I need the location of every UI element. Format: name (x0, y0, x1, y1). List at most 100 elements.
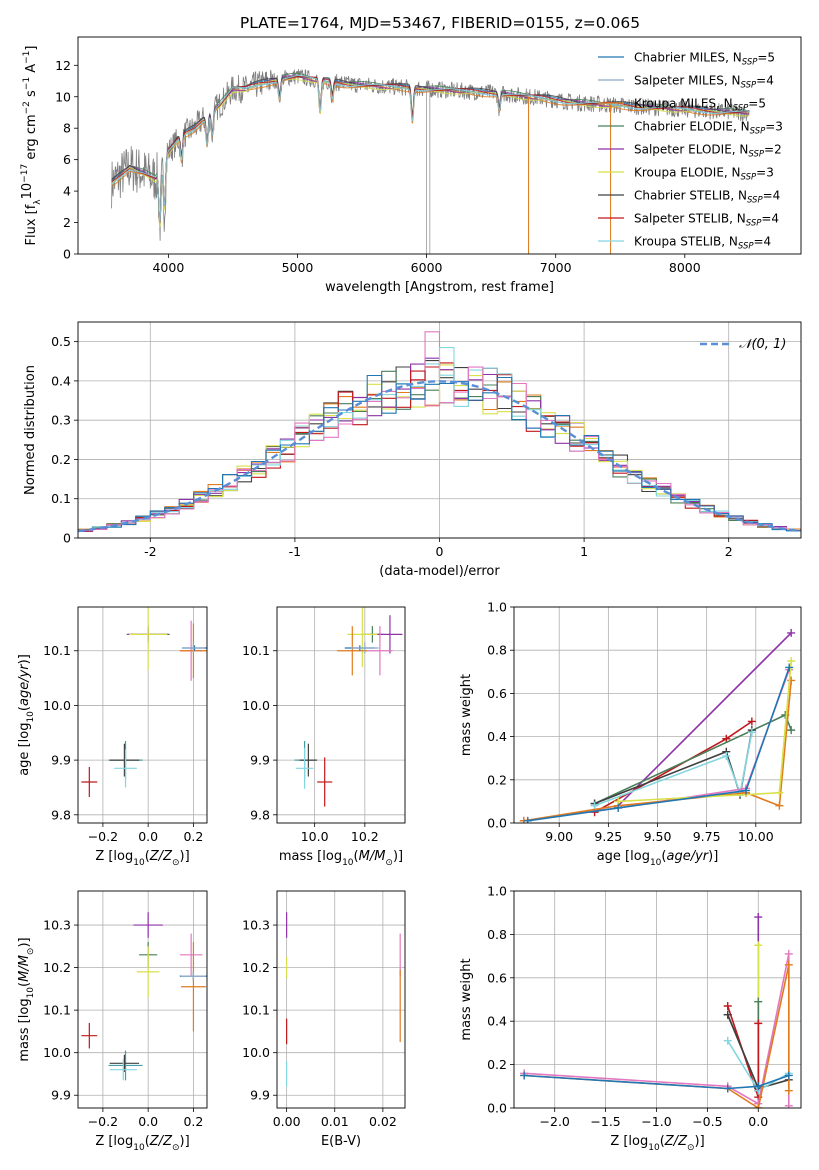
error-bars (294, 607, 403, 807)
x-tick-label: -2 (144, 544, 156, 559)
axes-frame (77, 890, 208, 1109)
series-lines (519, 628, 796, 823)
y-tick-label: 0.6 (487, 686, 507, 701)
y-tick-label: 10.2 (242, 960, 270, 975)
legend-label: Salpeter ELODIE, NSSP=2 (634, 143, 782, 160)
legend-label: Kroupa ELODIE, NSSP=3 (634, 166, 774, 183)
series-marker (784, 949, 793, 958)
y-tick-label: 10.1 (242, 1003, 270, 1018)
axes-frame (513, 606, 802, 824)
y-tick-label: 9.9 (51, 753, 71, 768)
x-tick-label: 8000 (669, 260, 701, 275)
x-axis-label-part: M/M (359, 849, 386, 864)
x-axis-label: (data-model)/error (379, 564, 500, 579)
chart-age_vs_Z: −0.2 0.0 0.29.89.910.010.1 Z [log10(Z/Z⊙)] a… (17, 606, 208, 868)
legend-label-tail: =4 (754, 235, 772, 249)
series-marker (784, 1086, 793, 1095)
legend-label-text: Kroupa ELODIE, N (634, 166, 741, 180)
ticks: −0.2 0.0 0.2 9.8 9.9 10.0 10.1 (43, 643, 203, 844)
x-axis-label-part: )] (180, 849, 190, 864)
series-marker (520, 1071, 529, 1080)
model-spectrum-line (111, 74, 750, 224)
y-tick-label: 0.4 (51, 373, 71, 388)
y-axis-label-part: erg cm (24, 114, 39, 163)
y-tick-label: 0.2 (487, 772, 507, 787)
legend-label: Chabrier STELIB, NSSP=4 (634, 189, 780, 206)
y-tick-label: 10.2 (43, 960, 71, 975)
y-axis-label-part: A (24, 64, 39, 77)
y-tick-label: 10.0 (43, 1045, 71, 1060)
ticks: −2.0 −1.5 −1.0 −0.5 0.0 0.0 0.2 0.4 0.6 0.8 1.0 (487, 884, 768, 1130)
legend-label-sub: SSP (747, 196, 763, 206)
y-tick-label: 10.0 (242, 698, 270, 713)
series-line (617, 632, 792, 807)
x-axis-label-part: 10 (650, 858, 662, 868)
legend-label: Salpeter MILES, NSSP=4 (634, 74, 774, 91)
x-tick-label: 6000 (411, 260, 443, 275)
series-line (524, 1074, 790, 1090)
y-axis-label-part: )] (17, 937, 32, 947)
y-axis-label-part: mass [log (17, 998, 32, 1061)
y-tick-label: 9.9 (250, 753, 270, 768)
y-tick-label: 10.3 (43, 918, 71, 933)
x-axis-label-part: ⊙ (172, 1143, 180, 1153)
y-tick-label: 9.9 (51, 1088, 71, 1103)
y-axis-label: mass weight (459, 674, 474, 756)
y-axis-label-part: ] (24, 46, 39, 51)
legend-label: Kroupa MILES, NSSP=5 (634, 97, 766, 114)
legend-label-text: Salpeter STELIB, N (634, 212, 746, 226)
y-axis-label-part: ( (17, 982, 32, 987)
x-axis-label-part: Z/Z (149, 849, 173, 864)
x-axis-label: Z [log10(Z/Z⊙)] (95, 849, 189, 868)
series-marker (614, 803, 623, 812)
grid (514, 606, 801, 824)
series-marker (747, 717, 756, 726)
x-axis-label-part: )] (180, 1134, 190, 1149)
histogram-peak (438, 346, 455, 381)
x-axis-label-part: )] (393, 849, 403, 864)
legend-label-tail: =4 (761, 212, 779, 226)
x-tick-label: 0.2 (183, 1114, 203, 1129)
chart-residuals: -2 -1 0 1 2 0 0.1 0.2 0.3 0.4 0.5 𝒩(0, 1) (data-mode… (23, 321, 802, 579)
series-marker (722, 752, 731, 761)
series-marker (590, 801, 599, 810)
series-line (527, 667, 790, 822)
y-tick-label: 0.2 (487, 1057, 507, 1072)
series-marker (785, 663, 794, 672)
y-tick-label: 0.1 (51, 491, 71, 506)
x-tick-label: 0.02 (369, 1114, 397, 1129)
y-axis-label-part: ⊙ (26, 948, 36, 956)
y-tick-label: 0.8 (487, 927, 507, 942)
x-tick-label: -1 (289, 544, 301, 559)
axes-frame (276, 606, 406, 824)
x-tick-label: 9.25 (594, 829, 622, 844)
x-tick-label: −1.0 (641, 1114, 671, 1129)
legend-label-text: Salpeter ELODIE, N (634, 143, 748, 157)
histogram-peak (410, 370, 426, 381)
gaussian-curve (78, 380, 799, 533)
x-axis-label: age [log10(age/yr)] (597, 849, 719, 868)
y-axis-label-part: )] (17, 654, 32, 664)
y-tick-label: 0.8 (487, 643, 507, 658)
x-tick-label: 0.01 (321, 1114, 349, 1129)
legend-label-text: Chabrier MILES, N (634, 51, 742, 65)
y-axis-label: age [log10(age/yr)] (17, 654, 36, 776)
x-tick-label: 0 (436, 544, 444, 559)
y-axis-label-part: ( (17, 706, 32, 711)
ticks: 4000 5000 6000 7000 8000 0 2 4 6 8 10 12 (55, 58, 701, 275)
y-axis-label-part: 10 (26, 711, 36, 723)
legend-label: Salpeter STELIB, NSSP=4 (634, 212, 779, 229)
ticks: -2 -1 0 1 2 0 0.1 0.2 0.3 0.4 0.5 (51, 334, 733, 559)
x-axis-label-part: ⊙ (687, 1143, 695, 1153)
legend-label: 𝒩(0, 1) (739, 337, 786, 352)
series-marker (787, 657, 796, 665)
y-tick-label: 0.0 (487, 816, 507, 831)
x-axis-label-part: 10 (133, 1143, 145, 1153)
legend-label-text: Salpeter MILES, N (634, 74, 741, 88)
x-axis-label: wavelength [Angstrom, rest frame] (325, 280, 554, 295)
x-tick-label: −0.5 (692, 1114, 722, 1129)
x-axis-label-part: wavelength [Angstrom, rest frame] (325, 280, 554, 295)
y-tick-label: 12 (55, 58, 71, 73)
